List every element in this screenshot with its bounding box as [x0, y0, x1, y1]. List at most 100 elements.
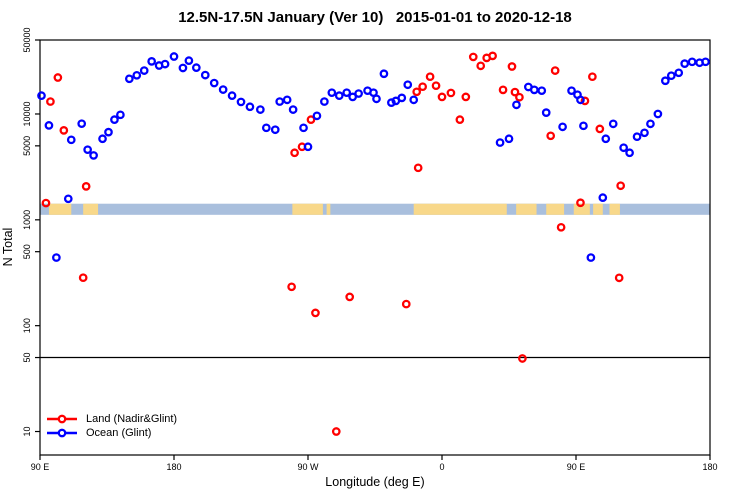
data-point-ocean — [218, 85, 228, 94]
land-series-symbol-icon — [47, 414, 77, 424]
data-point-ocean — [397, 93, 407, 103]
legend-label-ocean: Ocean (Glint) — [86, 427, 152, 439]
data-point-ocean — [687, 57, 697, 67]
data-point-ocean — [354, 89, 363, 98]
data-point-ocean — [37, 91, 46, 101]
y-tick-label: 5000 — [22, 136, 32, 156]
ocean-series-symbol-icon — [47, 428, 77, 438]
map-band-land-patch — [573, 203, 590, 215]
data-point-land — [518, 354, 527, 363]
x-axis-label: Longitude (deg E) — [325, 475, 425, 489]
x-tick-label: 0 — [439, 462, 444, 472]
data-point-ocean — [245, 102, 255, 112]
plot-border — [39, 39, 711, 456]
data-point-land — [53, 73, 63, 82]
y-tick-label: 100 — [22, 318, 32, 333]
data-point-ocean — [104, 127, 113, 137]
data-point-land — [476, 61, 486, 71]
map-band-land-patch — [292, 203, 323, 215]
data-point-land — [437, 92, 447, 102]
data-point-land — [412, 87, 422, 97]
data-point-ocean — [256, 105, 265, 114]
data-point-ocean — [132, 70, 142, 80]
data-point-ocean — [147, 57, 157, 66]
data-point-ocean — [44, 121, 54, 130]
data-point-land — [81, 182, 91, 191]
data-point-land — [550, 66, 560, 75]
data-point-ocean — [674, 68, 684, 78]
data-point-ocean — [601, 134, 611, 144]
map-band-land-patch — [326, 203, 331, 215]
map-band-ocean — [40, 203, 710, 215]
data-point-ocean — [403, 80, 413, 90]
x-tick-label: 90 E — [567, 462, 586, 472]
data-point-ocean — [288, 105, 298, 114]
data-point-ocean — [77, 119, 87, 129]
x-tick-label: 180 — [166, 462, 181, 472]
data-point-ocean — [124, 74, 134, 84]
data-point-land — [446, 88, 456, 98]
y-tick-label: 1000 — [22, 210, 32, 230]
data-point-ocean — [209, 78, 219, 88]
data-point-ocean — [169, 52, 179, 61]
data-point-ocean — [227, 91, 237, 101]
data-point-ocean — [701, 57, 710, 67]
y-tick-label: 500 — [22, 244, 32, 259]
data-point-ocean — [334, 91, 344, 101]
data-point-ocean — [625, 148, 634, 158]
legend-item-ocean: Ocean (Glint) — [46, 426, 177, 440]
data-point-land — [580, 96, 590, 106]
data-point-ocean — [342, 88, 352, 98]
data-point-ocean — [567, 86, 576, 96]
data-point-ocean — [261, 123, 271, 133]
y-tick-label: 50000 — [22, 27, 32, 52]
y-tick-label: 50 — [22, 353, 32, 363]
data-point-ocean — [299, 123, 308, 133]
data-point-land — [413, 163, 423, 173]
legend-item-land: Land (Nadir&Glint) — [46, 412, 177, 426]
data-point-land — [468, 52, 478, 62]
map-band-land-patch — [546, 203, 565, 215]
data-point-ocean — [640, 128, 649, 138]
data-point-ocean — [537, 86, 547, 96]
data-point-ocean — [558, 122, 567, 132]
data-point-ocean — [178, 63, 188, 73]
data-point-ocean — [598, 193, 608, 203]
data-point-land — [616, 181, 626, 191]
data-point-ocean — [632, 132, 642, 142]
data-point-land — [498, 85, 508, 95]
map-band-land-patch — [593, 203, 603, 215]
data-point-ocean — [327, 88, 337, 98]
data-point-land — [507, 62, 517, 71]
data-point-ocean — [653, 109, 663, 119]
legend-label-land: Land (Nadir&Glint) — [86, 413, 178, 425]
data-point-ocean — [89, 151, 98, 160]
data-point-ocean — [270, 125, 280, 135]
data-point-land — [331, 427, 341, 436]
data-point-ocean — [66, 135, 76, 145]
x-tick-label: 90 W — [297, 462, 319, 472]
data-point-ocean — [579, 121, 588, 131]
y-tick-label: 10 — [22, 427, 32, 437]
data-point-land — [515, 92, 524, 102]
data-point-ocean — [379, 69, 389, 79]
map-band-land-patch — [48, 203, 72, 215]
data-point-ocean — [98, 134, 107, 144]
legend: Land (Nadir&Glint) Ocean (Glint) — [46, 412, 177, 440]
data-point-land — [576, 198, 585, 208]
data-point-ocean — [160, 59, 170, 69]
x-tick-label: 90 E — [31, 462, 50, 472]
y-tick-label: 10000 — [22, 101, 32, 126]
data-point-ocean — [495, 138, 505, 147]
data-point-ocean — [312, 111, 322, 121]
data-point-ocean — [275, 97, 285, 106]
data-point-land — [290, 148, 299, 158]
data-point-ocean — [191, 63, 201, 72]
data-point-ocean — [116, 110, 125, 120]
map-band-land-patch — [83, 203, 99, 215]
data-point-land — [418, 82, 427, 92]
data-point-ocean — [409, 95, 419, 105]
legend-marker — [57, 428, 67, 438]
data-point-ocean — [372, 94, 381, 104]
